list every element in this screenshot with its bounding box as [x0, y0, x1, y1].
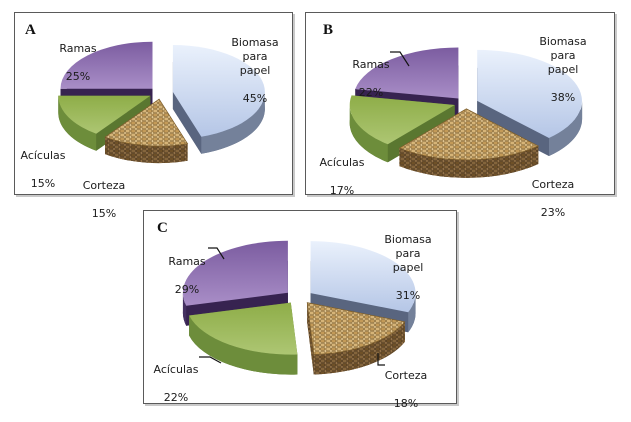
- slice-name-aciculas-c: Acículas: [153, 363, 199, 376]
- chart-panel-b: B Ramas 22% Biomasa para papel 38% Acícu…: [305, 12, 615, 219]
- label-ramas-c: Ramas 29%: [152, 241, 222, 311]
- slice-name-biomasa-c: Biomasa para papel: [384, 233, 432, 274]
- slice-name-ramas-a: Ramas: [59, 42, 97, 55]
- label-aciculas-a: Acículas 15%: [17, 135, 69, 205]
- label-corteza-a: Corteza 15%: [69, 165, 139, 235]
- slice-name-aciculas-a: Acículas: [20, 149, 66, 162]
- slice-pct-biomasa-b: 38%: [550, 91, 576, 104]
- label-biomasa-a: Biomasa para papel 45%: [217, 22, 293, 120]
- slice-name-ramas-c: Ramas: [168, 255, 206, 268]
- panel-letter-a: A: [25, 22, 36, 38]
- slice-pct-aciculas-b: 17%: [329, 184, 355, 197]
- slice-name-corteza-c: Corteza: [384, 369, 428, 382]
- slice-pct-corteza-b: 23%: [540, 206, 566, 219]
- slice-name-biomasa-a: Biomasa para papel: [231, 36, 279, 77]
- slice-pct-corteza-c: 18%: [393, 397, 419, 410]
- panel-letter-b: B: [323, 22, 334, 38]
- slice-name-aciculas-b: Acículas: [319, 156, 365, 169]
- slice-pct-aciculas-c: 22%: [163, 391, 189, 404]
- slice-pct-ramas-a: 25%: [65, 70, 91, 83]
- pie-chart-a: [58, 41, 265, 164]
- label-aciculas-c: Acículas 22%: [149, 349, 203, 419]
- label-biomasa-c: Biomasa para papel 31%: [370, 219, 446, 317]
- slice-pct-biomasa-a: 45%: [242, 92, 268, 105]
- panel-letter-c: C: [157, 220, 168, 236]
- slice-name-biomasa-b: Biomasa para papel: [539, 35, 587, 76]
- slice-name-corteza-b: Corteza: [531, 178, 575, 191]
- slice-pct-biomasa-c: 31%: [395, 289, 421, 302]
- slice-pct-ramas-b: 22%: [358, 86, 384, 99]
- label-ramas-a: Ramas 25%: [43, 28, 113, 98]
- slice-pct-ramas-c: 29%: [174, 283, 200, 296]
- slice-pct-corteza-a: 15%: [91, 207, 117, 220]
- pie-chart-c: [182, 240, 416, 375]
- label-ramas-b: Ramas 22%: [336, 44, 406, 114]
- chart-panel-c: C Ramas 29% Biomasa para papel 31% Acícu…: [143, 210, 457, 410]
- slice-name-ramas-b: Ramas: [352, 58, 390, 71]
- pie-chart-b: [349, 47, 583, 178]
- label-corteza-b: Corteza 23%: [518, 164, 588, 234]
- slice-name-corteza-a: Corteza: [82, 179, 126, 192]
- label-aciculas-b: Acículas 17%: [314, 142, 370, 212]
- label-corteza-c: Corteza 18%: [372, 355, 440, 422]
- chart-panel-a: A Ramas 25% Biomasa para papel 45% Acícu…: [14, 12, 293, 220]
- slice-pct-aciculas-a: 15%: [30, 177, 56, 190]
- label-biomasa-b: Biomasa para papel 38%: [525, 21, 601, 119]
